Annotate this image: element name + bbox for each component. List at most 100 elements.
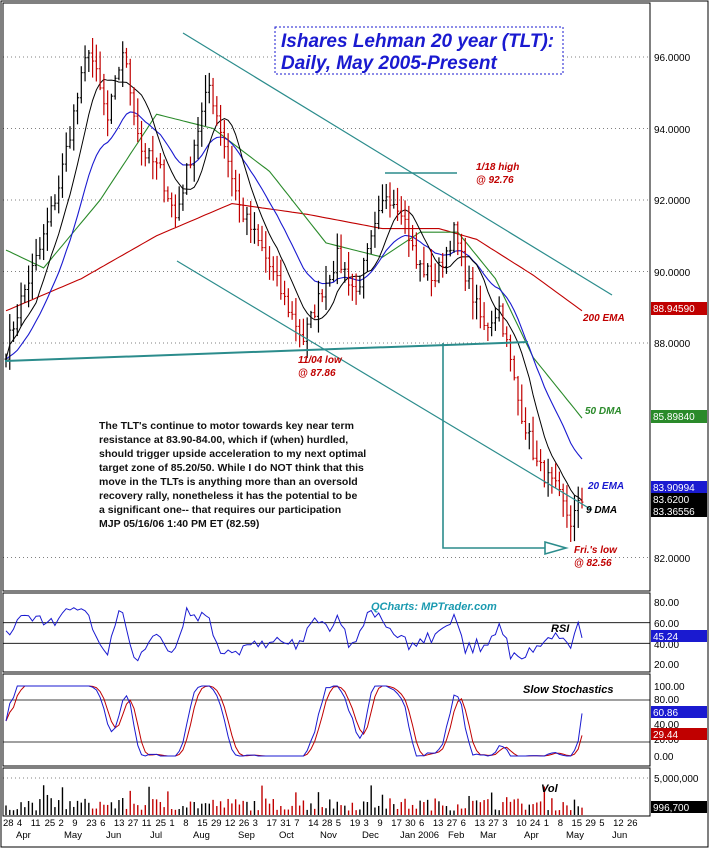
stoch-tick: 40.00 xyxy=(654,720,679,731)
x-day-label: 13 xyxy=(114,818,125,829)
ema200-line xyxy=(5,203,583,312)
rsi-tick: 40.00 xyxy=(654,640,679,651)
x-day-label: 10 xyxy=(516,818,527,829)
volume-panel-frame xyxy=(2,767,651,817)
x-day-label: 12 xyxy=(613,818,624,829)
x-month-label: Mar xyxy=(480,830,496,841)
x-month-label: Aug xyxy=(193,830,210,841)
stoch-tick: 100.00 xyxy=(654,682,685,693)
x-day-label: 29 xyxy=(585,818,596,829)
stoch-k-line xyxy=(5,685,583,757)
low-value: @ 87.86 xyxy=(298,368,336,379)
stoch-tick: 0.00 xyxy=(654,752,674,763)
x-day-label: 13 xyxy=(433,818,444,829)
x-day-label: 12 xyxy=(225,818,236,829)
x-axis: 28 4 11 25 2 9 23 6 13 27 11 25 1 8 15 29 12 26 3 17 31 7 14 28… xyxy=(3,818,638,841)
title-line-2: Daily, May 2005-Present xyxy=(281,53,497,74)
price-panel-frame xyxy=(2,2,651,592)
dma50-label: 50 DMA xyxy=(585,406,622,417)
price-badges: 88.94590 85.89840 83.90994 83.6200 83.36… xyxy=(651,302,707,518)
x-day-label: 27 xyxy=(447,818,458,829)
x-day-label: 23 xyxy=(86,818,97,829)
x-month-label: Jul xyxy=(150,830,162,841)
measured-move-line xyxy=(442,343,545,549)
x-day-label: 26 xyxy=(239,818,250,829)
stoch-d-badge xyxy=(651,728,707,740)
x-month-label: May xyxy=(566,830,584,841)
x-month-label: Apr xyxy=(16,830,31,841)
x-day-label: 11 xyxy=(31,818,41,829)
x-day-label: 27 xyxy=(128,818,139,829)
x-day-label: 5 xyxy=(599,818,604,829)
stoch-d-badge-text: 29.44 xyxy=(653,730,678,741)
commentary-line: should trigger upside acceleration to my… xyxy=(99,448,366,460)
badge-dma50 xyxy=(651,410,707,423)
commentary-line: recovery rally, nonetheless it has the p… xyxy=(99,490,357,502)
ema20-line xyxy=(5,111,583,460)
x-day-label: 29 xyxy=(211,818,222,829)
x-day-label: 27 xyxy=(488,818,499,829)
x-day-label: 8 xyxy=(183,818,188,829)
ema20-label: 20 EMA xyxy=(587,481,624,492)
stoch-k-badge-text: 60.86 xyxy=(653,708,678,719)
badge-dma9-text: 83.36556 xyxy=(653,507,695,518)
price-tick: 94.0000 xyxy=(654,125,691,136)
commentary-line: The TLT's continue to motor towards key … xyxy=(99,420,354,432)
x-day-label: 3 xyxy=(253,818,258,829)
x-day-label: 31 xyxy=(280,818,291,829)
badge-ema20-text: 83.90994 xyxy=(653,483,695,494)
x-day-label: 9 xyxy=(72,818,77,829)
rsi-tick: 20.00 xyxy=(654,660,679,671)
rsi-tick: 80.00 xyxy=(654,598,679,609)
x-month-label: Oct xyxy=(279,830,294,841)
x-day-label: 25 xyxy=(156,818,167,829)
x-day-label: 6 xyxy=(419,818,424,829)
badge-ema20 xyxy=(651,481,707,494)
upper-channel-line xyxy=(182,32,613,296)
x-day-label: 3 xyxy=(502,818,507,829)
x-month-label: Jun xyxy=(612,830,627,841)
stoch-tick: 80.00 xyxy=(654,695,679,706)
price-tick: 96.0000 xyxy=(654,53,691,64)
x-month-label: May xyxy=(64,830,82,841)
price-tick: 92.0000 xyxy=(654,196,691,207)
support-line xyxy=(4,341,529,362)
stoch-tick: 20.00 xyxy=(654,735,679,746)
commentary-line: a significant one-- that requires our pa… xyxy=(99,504,341,516)
vol-badge-text: 996,700 xyxy=(653,803,690,814)
badge-last-text: 83.6200 xyxy=(653,495,690,506)
x-day-label: 8 xyxy=(558,818,563,829)
badge-ema200 xyxy=(651,302,707,315)
x-day-label: 9 xyxy=(377,818,382,829)
commentary-line: MJP 05/16/06 1:40 PM ET (82.59) xyxy=(99,518,259,530)
rsi-label: RSI xyxy=(551,623,570,635)
x-month-label: Apr xyxy=(524,830,539,841)
rsi-line xyxy=(5,606,583,662)
vol-tick: 5,000,000 xyxy=(654,774,699,785)
x-month-label: Sep xyxy=(238,830,255,841)
title-box xyxy=(274,26,564,75)
rsi-panel-frame xyxy=(2,592,651,673)
candle-series xyxy=(4,37,584,542)
x-month-label: Dec xyxy=(362,830,379,841)
x-month-label: Jun xyxy=(106,830,121,841)
commentary-line: move in the TLTs is anything more than a… xyxy=(99,476,358,488)
x-day-label: 1 xyxy=(544,818,549,829)
rsi-badge-text: 45.24 xyxy=(653,632,678,643)
x-month-label: Feb xyxy=(448,830,464,841)
x-day-label: 17 xyxy=(267,818,278,829)
x-day-label: 4 xyxy=(17,818,22,829)
x-month-label: Jan 2006 xyxy=(400,830,439,841)
lower-channel-line xyxy=(176,260,593,511)
high-value: @ 92.76 xyxy=(476,175,514,186)
x-day-label: 7 xyxy=(294,818,299,829)
dma50-line xyxy=(5,113,583,419)
watermark: QCharts: MPTrader.com xyxy=(371,601,497,613)
x-day-label: 25 xyxy=(45,818,56,829)
x-month-label: Nov xyxy=(320,830,337,841)
x-day-label: 1 xyxy=(169,818,174,829)
badge-last xyxy=(651,493,707,505)
rsi-tick: 60.00 xyxy=(654,619,679,630)
